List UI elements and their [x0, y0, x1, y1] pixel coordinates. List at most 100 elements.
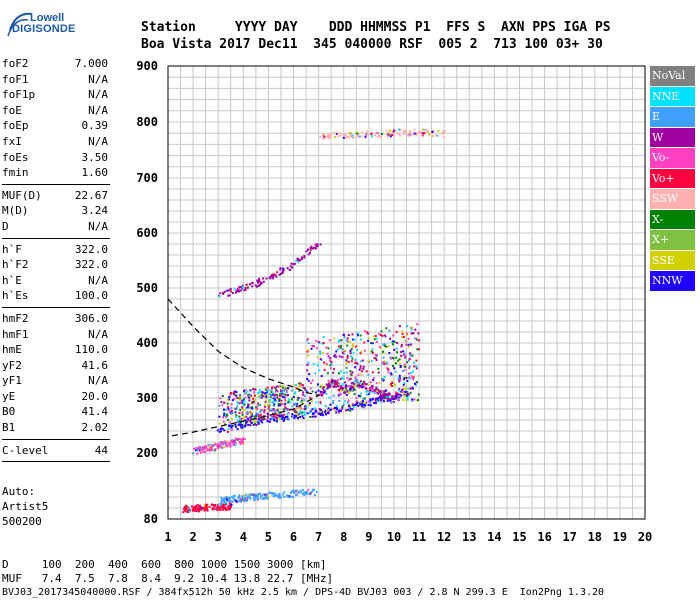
trace-point [342, 387, 345, 390]
trace-point [402, 335, 405, 338]
trace-point [216, 506, 219, 509]
trace-point [227, 407, 230, 410]
trace-point [241, 399, 244, 402]
trace-point [407, 134, 410, 137]
trace-point [306, 492, 309, 495]
trace-point [203, 509, 206, 512]
trace-point [219, 430, 222, 433]
trace-point [409, 352, 412, 355]
trace-point [328, 396, 331, 399]
trace-point [306, 339, 309, 342]
trace-point [385, 132, 388, 135]
trace-point [273, 413, 276, 416]
trace-point [275, 417, 278, 420]
trace-point [385, 129, 388, 132]
trace-point [214, 508, 217, 511]
trace-point [276, 413, 279, 416]
trace-point [295, 407, 298, 410]
trace-point [432, 129, 435, 132]
trace-point [337, 410, 340, 413]
trace-point [336, 378, 339, 381]
trace-point [214, 503, 217, 506]
trace-point [325, 362, 328, 365]
trace-point [246, 390, 249, 393]
trace-point [264, 400, 267, 403]
trace-point [410, 399, 413, 402]
trace-point [389, 133, 392, 136]
trace-point [382, 356, 385, 359]
trace-point [322, 387, 325, 390]
y-tick-label: 800 [136, 115, 158, 129]
trace-point [410, 332, 413, 335]
trace-point [409, 343, 412, 346]
trace-point [258, 388, 261, 391]
trace-point [230, 406, 233, 409]
trace-point [273, 419, 276, 422]
trace-point [273, 418, 276, 421]
ionogram-chart: 1 2 3 4 5 6 7 8 9 10 11 12 13 14 15 16 17 18 19 20802003004… [136, 59, 652, 544]
trace-point [238, 398, 241, 401]
trace-point [286, 415, 289, 418]
trace-point [281, 392, 284, 395]
trace-point [298, 383, 301, 386]
trace-point [259, 281, 262, 284]
trace-point [250, 407, 253, 410]
trace-point [329, 367, 332, 370]
trace-point [213, 449, 216, 452]
trace-point [350, 355, 353, 358]
trace-point [222, 420, 225, 423]
trace-point [296, 415, 299, 418]
separator [2, 438, 110, 440]
trace-point [352, 404, 355, 407]
trace-point [392, 357, 395, 360]
trace-point [347, 378, 350, 381]
trace-point [327, 137, 330, 140]
trace-point [402, 365, 405, 368]
trace-point [335, 350, 338, 353]
trace-point [315, 245, 318, 248]
trace-point [358, 135, 361, 138]
trace-point [291, 415, 294, 418]
trace-point [381, 132, 384, 135]
trace-point [218, 445, 221, 448]
trace-point [289, 492, 292, 495]
trace-point [319, 413, 322, 416]
trace-point [319, 401, 322, 404]
trace-point [218, 404, 221, 407]
param-label: M(D) [2, 204, 29, 218]
trace-point [349, 352, 352, 355]
trace-point [308, 411, 311, 414]
trace-point [423, 131, 426, 134]
trace-point [186, 505, 189, 508]
trace-point [309, 251, 312, 254]
trace-point [198, 446, 201, 449]
trace-point [222, 505, 225, 508]
trace-point [239, 285, 242, 288]
trace-point [221, 404, 224, 407]
trace-point [297, 397, 300, 400]
trace-point [234, 411, 237, 414]
trace-point [295, 384, 298, 387]
trace-point [383, 390, 386, 393]
trace-point [346, 401, 349, 404]
trace-point [347, 334, 350, 337]
trace-point [324, 385, 327, 388]
trace-point [379, 334, 382, 337]
trace-point [362, 404, 365, 407]
trace-point [229, 391, 232, 394]
trace-point [375, 337, 378, 340]
trace-point [377, 388, 380, 391]
trace-point [350, 374, 353, 377]
param-row: foF1 N/A [2, 72, 110, 88]
trace-point [386, 393, 389, 396]
trace-point [305, 405, 308, 408]
trace-point [268, 403, 271, 406]
trace-point [372, 377, 375, 380]
trace-point [343, 349, 346, 352]
trace-point [221, 498, 224, 501]
trace-point [295, 259, 298, 262]
trace-point [281, 414, 284, 417]
trace-point [286, 412, 289, 415]
trace-point [224, 500, 227, 503]
trace-point [253, 394, 256, 397]
